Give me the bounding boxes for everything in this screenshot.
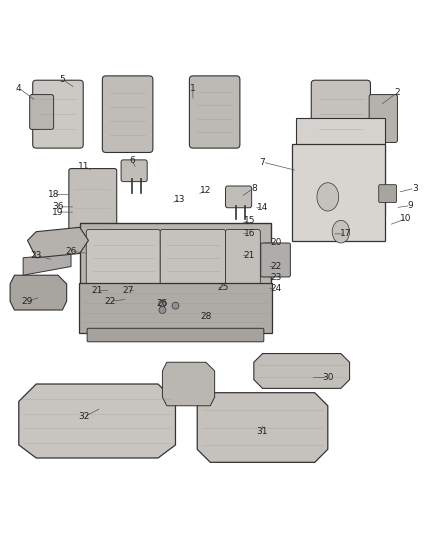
FancyBboxPatch shape: [87, 328, 264, 342]
Text: 30: 30: [322, 373, 334, 382]
Polygon shape: [10, 275, 67, 310]
Polygon shape: [80, 223, 271, 332]
FancyBboxPatch shape: [121, 160, 147, 182]
FancyBboxPatch shape: [292, 144, 385, 241]
Text: 5: 5: [60, 75, 65, 84]
Text: 21: 21: [92, 286, 103, 295]
Text: 12: 12: [200, 186, 212, 195]
FancyBboxPatch shape: [160, 230, 226, 286]
Text: 11: 11: [78, 162, 90, 171]
Ellipse shape: [332, 220, 350, 243]
FancyBboxPatch shape: [226, 230, 260, 286]
FancyBboxPatch shape: [79, 283, 272, 333]
Text: 3: 3: [412, 184, 418, 192]
FancyBboxPatch shape: [30, 94, 53, 130]
Text: 22: 22: [105, 297, 116, 306]
FancyBboxPatch shape: [369, 94, 397, 142]
Text: 23: 23: [31, 251, 42, 260]
Polygon shape: [28, 228, 88, 258]
Polygon shape: [23, 254, 71, 275]
Text: 16: 16: [244, 229, 255, 238]
Circle shape: [159, 300, 166, 307]
Text: 36: 36: [52, 203, 64, 212]
Text: 32: 32: [78, 412, 90, 421]
Text: 7: 7: [260, 158, 265, 166]
Text: 20: 20: [270, 238, 281, 247]
Text: 24: 24: [270, 284, 281, 293]
Text: 6: 6: [129, 156, 135, 165]
Text: 23: 23: [270, 273, 281, 282]
Text: 1: 1: [190, 84, 196, 93]
Text: 14: 14: [257, 203, 268, 212]
FancyBboxPatch shape: [33, 80, 83, 148]
Text: 13: 13: [174, 195, 186, 204]
Text: 18: 18: [48, 190, 60, 199]
Text: 26: 26: [157, 299, 168, 308]
FancyBboxPatch shape: [69, 168, 117, 247]
Text: 27: 27: [122, 286, 133, 295]
FancyBboxPatch shape: [189, 76, 240, 148]
Ellipse shape: [332, 190, 350, 212]
Text: 31: 31: [257, 427, 268, 437]
FancyBboxPatch shape: [311, 80, 371, 148]
Polygon shape: [197, 393, 328, 462]
FancyBboxPatch shape: [226, 186, 252, 208]
Circle shape: [159, 306, 166, 313]
Text: 15: 15: [244, 216, 255, 225]
Text: 26: 26: [65, 247, 77, 256]
Polygon shape: [19, 384, 176, 458]
Text: 22: 22: [270, 262, 281, 271]
FancyBboxPatch shape: [86, 230, 160, 286]
Text: 21: 21: [244, 251, 255, 260]
Circle shape: [172, 302, 179, 309]
FancyBboxPatch shape: [297, 118, 385, 215]
FancyBboxPatch shape: [261, 243, 290, 277]
Ellipse shape: [317, 154, 339, 180]
Text: 25: 25: [218, 283, 229, 292]
Text: 2: 2: [395, 88, 400, 97]
Ellipse shape: [317, 183, 339, 211]
Text: 9: 9: [408, 201, 413, 210]
Text: 8: 8: [251, 184, 257, 192]
Text: 29: 29: [22, 297, 33, 306]
FancyBboxPatch shape: [102, 76, 153, 152]
Text: 17: 17: [339, 229, 351, 238]
Polygon shape: [254, 353, 350, 389]
FancyBboxPatch shape: [379, 184, 396, 203]
Text: 19: 19: [52, 207, 64, 216]
Text: 4: 4: [16, 84, 21, 93]
Polygon shape: [162, 362, 215, 406]
Text: 10: 10: [400, 214, 412, 223]
FancyBboxPatch shape: [326, 146, 346, 163]
Text: 28: 28: [200, 312, 212, 321]
